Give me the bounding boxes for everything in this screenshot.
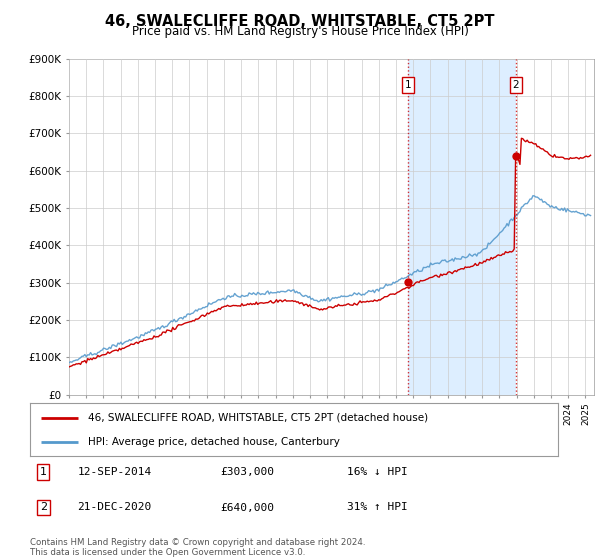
Text: 1: 1	[40, 467, 47, 477]
Text: 46, SWALECLIFFE ROAD, WHITSTABLE, CT5 2PT: 46, SWALECLIFFE ROAD, WHITSTABLE, CT5 2P…	[105, 14, 495, 29]
Text: 12-SEP-2014: 12-SEP-2014	[77, 467, 152, 477]
Text: Price paid vs. HM Land Registry's House Price Index (HPI): Price paid vs. HM Land Registry's House …	[131, 25, 469, 38]
Text: 1: 1	[405, 80, 412, 90]
Text: 2: 2	[40, 502, 47, 512]
Text: 46, SWALECLIFFE ROAD, WHITSTABLE, CT5 2PT (detached house): 46, SWALECLIFFE ROAD, WHITSTABLE, CT5 2P…	[88, 413, 428, 423]
Text: £640,000: £640,000	[220, 502, 274, 512]
Text: HPI: Average price, detached house, Canterbury: HPI: Average price, detached house, Cant…	[88, 437, 340, 447]
Text: 16% ↓ HPI: 16% ↓ HPI	[347, 467, 407, 477]
Text: 21-DEC-2020: 21-DEC-2020	[77, 502, 152, 512]
Text: £303,000: £303,000	[220, 467, 274, 477]
Bar	[408, 59, 516, 395]
Text: Contains HM Land Registry data © Crown copyright and database right 2024.
This d: Contains HM Land Registry data © Crown c…	[30, 538, 365, 557]
Text: 31% ↑ HPI: 31% ↑ HPI	[347, 502, 407, 512]
Text: 2: 2	[513, 80, 520, 90]
